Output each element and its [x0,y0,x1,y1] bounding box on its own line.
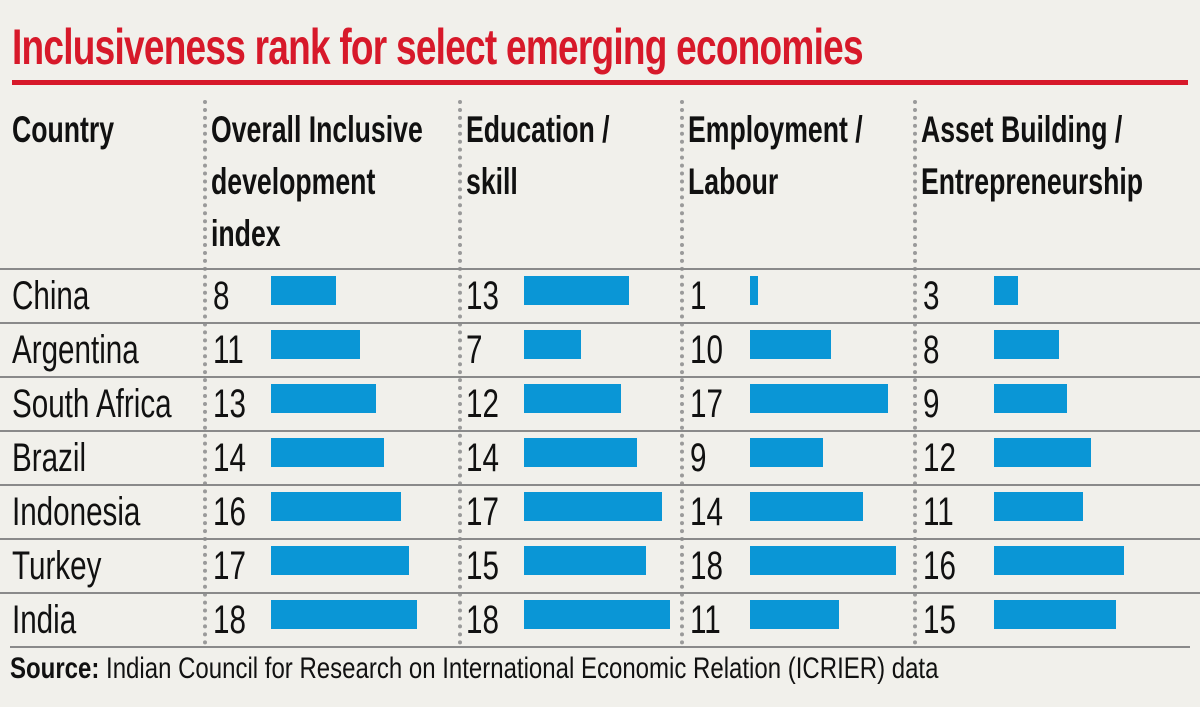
rank-bar [271,438,385,467]
rank-bar [524,600,670,629]
header-1-line: skill [466,161,518,202]
country-label: China [12,274,90,318]
rank-bar [994,546,1124,575]
row-separator [0,538,1200,540]
header-0-line: Overall Inclusive [211,109,423,150]
rank-value: 9 [923,382,940,426]
rank-value: 1 [690,274,707,318]
rank-value: 12 [466,382,499,426]
bottom-rule [10,646,1190,648]
rank-value: 9 [690,436,707,480]
rank-value: 8 [923,328,940,372]
row-separator [0,268,1200,270]
rank-bar [524,330,581,359]
country-label: Indonesia [12,490,141,534]
rank-value: 14 [466,436,499,480]
country-label: India [12,598,77,642]
rank-value: 15 [923,598,956,642]
rank-bar [271,600,417,629]
row-separator [0,592,1200,594]
header-0-line: development [211,161,376,202]
column-divider [458,100,462,645]
header-country: Country [12,109,115,150]
rank-bar [271,546,409,575]
country-label: Turkey [12,544,102,588]
rank-bar [994,384,1067,413]
source-label: Source: [10,652,100,685]
rank-bar [271,276,336,305]
rank-value: 11 [213,328,244,372]
row-separator [0,484,1200,486]
source-note: Source: Indian Council for Research on I… [10,652,1171,686]
header-3-line: Asset Building / [921,109,1123,150]
rank-value: 8 [213,274,230,318]
rank-value: 15 [466,544,499,588]
column-divider [913,100,917,645]
rank-value: 14 [213,436,246,480]
rank-bar [524,546,646,575]
header-2-line: Employment / [688,109,863,150]
country-label: South Africa [12,382,172,426]
rank-value: 11 [923,490,954,534]
country-label: Brazil [12,436,87,480]
rank-value: 14 [690,490,723,534]
row-separator [0,376,1200,378]
rank-bar [994,438,1092,467]
rank-bar [524,492,662,521]
rank-bar [750,546,896,575]
rank-bar [271,330,361,359]
rank-bar [271,384,377,413]
rank-value: 16 [213,490,246,534]
country-label: Argentina [12,328,139,372]
rank-value: 12 [923,436,956,480]
header-2-line: Labour [688,161,779,202]
rank-bar [994,330,1059,359]
source-text: Indian Council for Research on Internati… [99,652,939,685]
rank-bar [750,330,831,359]
rank-value: 16 [923,544,956,588]
rank-value: 13 [466,274,499,318]
rank-bar [750,384,888,413]
rank-bar [750,600,840,629]
rank-bar [750,492,864,521]
header-0-line: index [211,213,281,254]
column-divider [680,100,684,645]
rank-bar [524,384,622,413]
rank-bar [524,438,638,467]
rank-bar [994,600,1116,629]
title-underline [12,80,1188,85]
rank-value: 17 [466,490,499,534]
rank-bar [994,276,1019,305]
column-divider [203,100,207,645]
rank-bar [271,492,401,521]
header-1-line: Education / [466,109,610,150]
rank-value: 3 [923,274,940,318]
rank-value: 7 [466,328,483,372]
rank-bar [750,276,759,305]
rank-value: 18 [213,598,246,642]
row-separator [0,430,1200,432]
rank-bar [524,276,630,305]
rank-value: 18 [466,598,499,642]
rank-value: 17 [213,544,246,588]
rank-bar [750,438,823,467]
rank-bar [994,492,1084,521]
rank-value: 11 [690,598,721,642]
rank-value: 18 [690,544,723,588]
rank-value: 17 [690,382,723,426]
rank-value: 10 [690,328,723,372]
chart-title: Inclusiveness rank for select emerging e… [12,19,864,75]
rank-value: 13 [213,382,246,426]
header-3-line: Entrepreneurship [921,161,1144,202]
row-separator [0,322,1200,324]
